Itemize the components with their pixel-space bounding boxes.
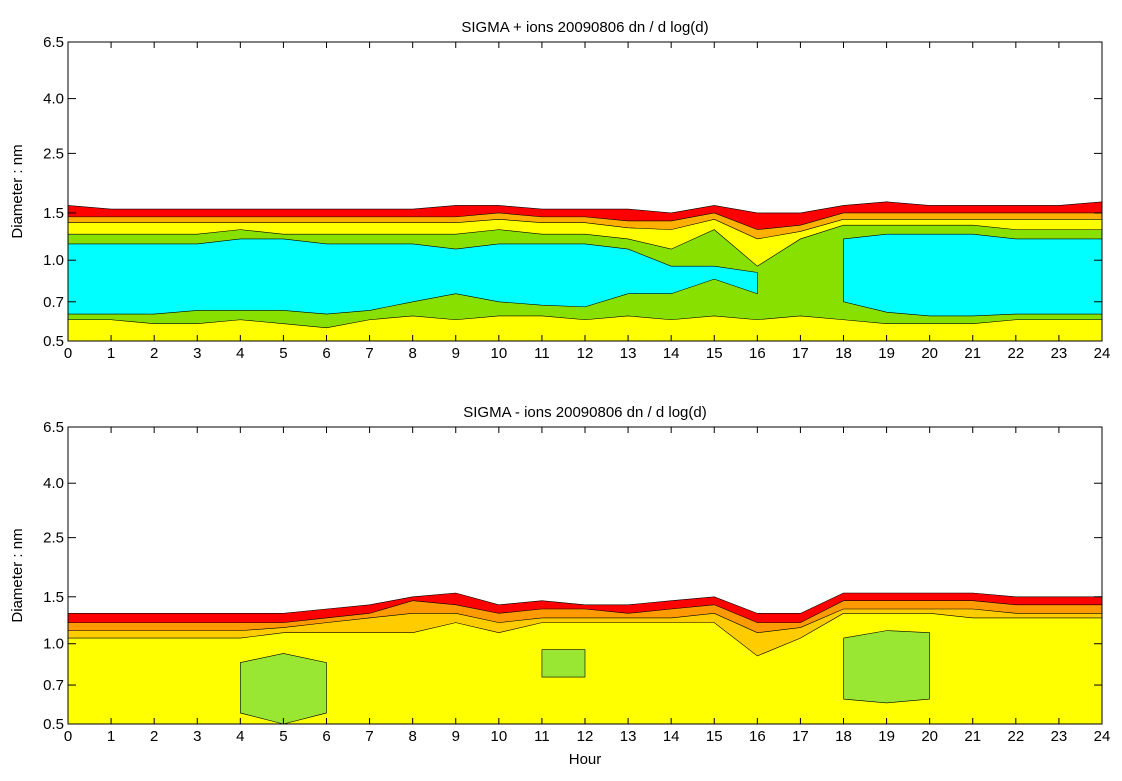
x-tick-label: 15 — [706, 728, 723, 745]
x-tick-label: 4 — [236, 728, 244, 745]
x-tick-label: 12 — [577, 345, 594, 362]
y-tick-label: 6.5 — [43, 34, 64, 51]
x-tick-label: 12 — [577, 728, 594, 745]
x-tick-label: 6 — [322, 345, 330, 362]
plot-area — [67, 592, 1103, 725]
x-tick-label: 8 — [408, 345, 416, 362]
x-tick-label: 13 — [620, 345, 637, 362]
y-tick-label: 0.7 — [43, 294, 64, 311]
x-tick-label: 3 — [193, 345, 201, 362]
x-tick-label: 0 — [64, 728, 72, 745]
y-tick-label: 4.0 — [43, 91, 64, 108]
x-tick-label: 21 — [964, 728, 981, 745]
x-tick-label: 22 — [1007, 728, 1024, 745]
x-tick-label: 11 — [534, 345, 550, 362]
y-tick-label: 1.5 — [43, 589, 64, 606]
x-tick-label: 17 — [792, 728, 809, 745]
y-tick-label: 6.5 — [43, 419, 64, 436]
x-tick-label: 8 — [408, 728, 416, 745]
contour-band — [240, 630, 930, 725]
x-tick-label: 18 — [835, 728, 852, 745]
x-tick-label: 14 — [663, 728, 680, 745]
x-tick-label: 3 — [193, 728, 201, 745]
x-tick-label: 13 — [620, 728, 637, 745]
x-tick-label: 17 — [792, 345, 809, 362]
x-tick-label: 5 — [279, 728, 287, 745]
x-tick-label: 14 — [663, 345, 680, 362]
x-tick-label: 7 — [365, 728, 373, 745]
x-tick-label: 2 — [150, 728, 158, 745]
y-axis-label: Diameter : nm — [9, 144, 26, 238]
x-tick-label: 6 — [322, 728, 330, 745]
x-tick-label: 2 — [150, 345, 158, 362]
x-tick-label: 10 — [490, 728, 507, 745]
y-tick-label: 4.0 — [43, 475, 64, 492]
x-tick-label: 22 — [1007, 345, 1024, 362]
x-tick-label: 1 — [107, 345, 115, 362]
x-tick-label: 18 — [835, 345, 852, 362]
y-tick-label: 0.5 — [43, 333, 64, 350]
x-tick-label: 1 — [107, 728, 115, 745]
x-tick-label: 24 — [1094, 345, 1111, 362]
x-tick-label: 15 — [706, 345, 723, 362]
x-tick-label: 21 — [964, 345, 981, 362]
x-tick-label: 11 — [534, 728, 550, 745]
x-tick-label: 10 — [490, 345, 507, 362]
chart-title: SIGMA + ions 20090806 dn / d log(d) — [461, 19, 708, 36]
x-tick-label: 9 — [452, 345, 460, 362]
y-tick-label: 2.5 — [43, 145, 64, 162]
y-tick-label: 0.7 — [43, 677, 64, 694]
x-tick-label: 20 — [921, 345, 938, 362]
x-tick-label: 5 — [279, 345, 287, 362]
x-tick-label: 7 — [365, 345, 373, 362]
plot-area — [67, 201, 1103, 342]
y-axis-label: Diameter : nm — [9, 528, 26, 622]
x-tick-label: 24 — [1094, 728, 1111, 745]
x-tick-label: 16 — [749, 345, 766, 362]
y-tick-label: 1.5 — [43, 205, 64, 222]
x-tick-label: 16 — [749, 728, 766, 745]
x-axis-label: Hour — [569, 751, 602, 768]
contour-band — [67, 233, 1103, 317]
x-tick-label: 23 — [1051, 345, 1068, 362]
y-tick-label: 1.0 — [43, 252, 64, 269]
y-tick-label: 1.0 — [43, 636, 64, 653]
x-tick-label: 0 — [64, 345, 72, 362]
y-tick-label: 0.5 — [43, 716, 64, 733]
x-tick-label: 19 — [878, 345, 895, 362]
x-tick-label: 23 — [1051, 728, 1068, 745]
chart-title: SIGMA - ions 20090806 dn / d log(d) — [463, 404, 706, 421]
x-tick-label: 9 — [452, 728, 460, 745]
x-tick-label: 4 — [236, 345, 244, 362]
x-tick-label: 20 — [921, 728, 938, 745]
x-tick-label: 19 — [878, 728, 895, 745]
y-tick-label: 2.5 — [43, 530, 64, 547]
